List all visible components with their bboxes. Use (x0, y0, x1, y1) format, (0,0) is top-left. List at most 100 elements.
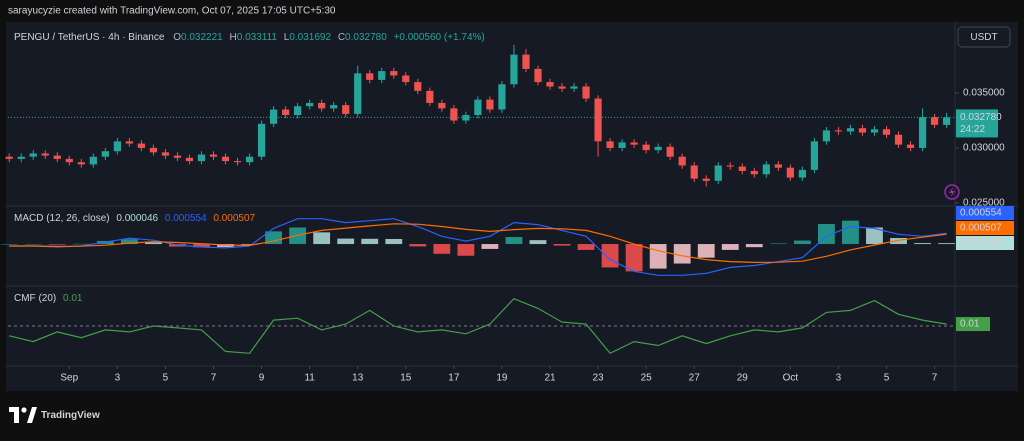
legend-value: 0.000046 (116, 213, 158, 224)
y-tick-label: 0.030000 (963, 143, 1005, 154)
y-tick-label: 0.035000 (963, 88, 1005, 99)
x-tick-label: 15 (400, 373, 412, 384)
candle-body (330, 105, 338, 109)
histogram-bar (649, 244, 667, 269)
histogram-bar (721, 244, 739, 250)
candle-body (918, 117, 927, 148)
value-box-label: 0.000046 (960, 238, 1002, 249)
x-tick-label: 7 (932, 373, 938, 384)
legend-key: C (338, 32, 345, 43)
candle-body (522, 54, 530, 69)
histogram-bar (577, 244, 595, 250)
alert-bolt (949, 187, 955, 197)
candle-body (282, 109, 290, 115)
candle-body (462, 115, 470, 121)
histogram-bar (48, 244, 66, 245)
candle-body (306, 102, 314, 107)
candle-body (390, 71, 398, 76)
candle-body (5, 156, 13, 159)
value-box (956, 317, 990, 332)
histogram-bar (265, 231, 283, 245)
candle-body (113, 141, 121, 152)
candle-body (450, 108, 458, 121)
histogram-bar (529, 240, 547, 245)
candle-body (666, 146, 674, 157)
legend-value: 0.033111 (237, 32, 278, 43)
value-box-label: 0.000507 (960, 223, 1002, 234)
alert-icon[interactable] (944, 184, 960, 200)
histogram-bar (553, 244, 571, 246)
x-tick-label: Oct (783, 373, 799, 384)
cmf-line (9, 297, 947, 355)
candle-body (402, 75, 410, 83)
logo-mark (9, 407, 19, 423)
candle-body (642, 144, 650, 151)
x-tick-label: 5 (163, 373, 169, 384)
x-tick-label: Sep (60, 373, 78, 384)
x-tick-label: 27 (689, 373, 701, 384)
candle-body (630, 142, 638, 145)
candle-body (354, 73, 362, 114)
macd-legend: MACD (12, 26, close) 0.000046 0.000554 0… (14, 213, 256, 224)
candle-body (53, 155, 61, 159)
candle-body (606, 141, 614, 148)
candle-body (209, 154, 218, 157)
candle-body (197, 154, 206, 162)
candle-body (594, 98, 602, 142)
histogram-bar (769, 243, 787, 245)
value-box (956, 236, 1014, 250)
legend-value: 0.01 (63, 293, 83, 304)
candle-body (870, 129, 879, 133)
legend-key: O (173, 32, 181, 43)
histogram-bar (193, 244, 210, 248)
histogram-bar (120, 239, 138, 245)
x-tick-label: 9 (259, 373, 265, 384)
candle-body (41, 153, 49, 156)
candle-body (546, 82, 554, 87)
value-box-label: 0.01 (960, 319, 980, 330)
histogram-bar (745, 244, 763, 248)
y-tick-label: 0.025000 (963, 197, 1005, 208)
candle-body (906, 144, 915, 148)
currency-label[interactable]: USDT (970, 32, 997, 43)
candle-body (318, 102, 326, 109)
header: sarayucyzie created with TradingView.com… (8, 6, 336, 17)
currency-button[interactable] (957, 26, 1011, 48)
x-tick-label: 11 (304, 373, 315, 384)
candle-body (438, 102, 446, 109)
candle-body (233, 161, 242, 163)
price-legend: PENGU / TetherUS · 4h · Binance O0.03222… (14, 32, 485, 43)
x-tick-label: 19 (496, 373, 508, 384)
macd-title: MACD (12, 26, close) (14, 213, 110, 224)
last-price-label: 0.032780 (960, 112, 1002, 123)
candle-body (738, 166, 746, 171)
histogram-bar (601, 244, 619, 268)
histogram-bar (866, 227, 883, 245)
histogram-bar (145, 242, 162, 245)
candle-body (17, 156, 25, 159)
candle-body (774, 164, 782, 168)
histogram-bar (481, 244, 499, 249)
candle-body (89, 156, 97, 165)
candle-body (378, 71, 386, 80)
candle-body (846, 128, 855, 132)
candle-body (558, 86, 566, 89)
histogram-bar (409, 244, 427, 247)
candle-body (65, 158, 73, 163)
histogram-bar (842, 220, 859, 245)
signal-line (9, 223, 947, 264)
x-tick-label: 3 (836, 373, 842, 384)
candle-body (930, 117, 939, 125)
histogram-bar (697, 244, 715, 258)
histogram-bar (72, 243, 90, 245)
histogram-bar (505, 237, 523, 245)
candle-body (269, 109, 278, 124)
candle-body (245, 156, 254, 163)
histogram-bar (24, 244, 42, 245)
candle-body (894, 134, 903, 145)
candle-body (714, 165, 722, 181)
candle-body (426, 90, 434, 103)
candle-body (942, 117, 951, 125)
candle-body (474, 99, 482, 115)
